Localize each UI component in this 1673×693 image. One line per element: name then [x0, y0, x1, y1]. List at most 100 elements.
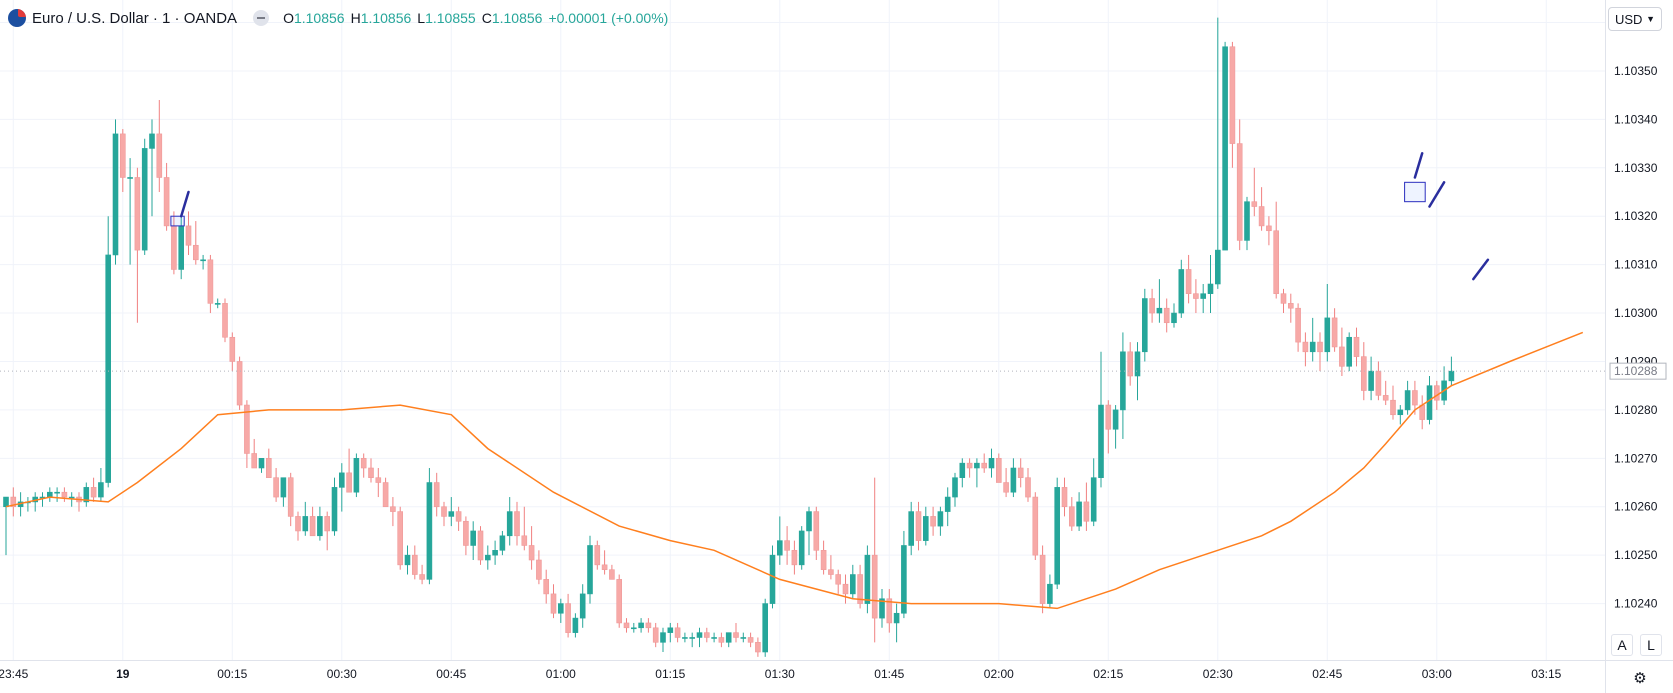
candle-body [981, 462, 988, 469]
candle-body [514, 511, 520, 537]
candle-body [1156, 307, 1163, 314]
flag-icon [8, 9, 26, 27]
candle-body [995, 458, 1002, 483]
candle-body [842, 583, 849, 595]
settings-icon[interactable]: ⚙ [1633, 670, 1647, 687]
x-tick-label: 02:00 [984, 667, 1014, 681]
candle-body [1134, 351, 1141, 377]
candle-body [1105, 404, 1112, 430]
candle-body [105, 254, 111, 483]
candle-body [1448, 370, 1455, 382]
candle-body [988, 458, 995, 469]
candle-body [1229, 46, 1236, 144]
auto-scale-button[interactable]: A [1611, 634, 1633, 656]
candle-body [1047, 583, 1053, 604]
candle-body [251, 453, 257, 469]
candle-body [411, 554, 418, 575]
symbol-title[interactable]: Euro / U.S. Dollar · 1 · OANDA [32, 9, 238, 27]
y-tick-label: 1.10250 [1614, 548, 1658, 562]
candle-body [463, 520, 469, 546]
candle-body [433, 482, 440, 508]
high-label: H [350, 10, 361, 26]
low-value: 1.10855 [425, 10, 476, 26]
candle-body [930, 516, 936, 527]
candle-body [156, 133, 163, 178]
candle-body [1120, 351, 1126, 411]
candle-body [127, 177, 133, 179]
candle-body [638, 622, 644, 629]
candle-body [1127, 351, 1133, 377]
candle-body [718, 637, 725, 643]
candle-body [390, 506, 396, 512]
candle-body [733, 632, 739, 638]
candle-body [309, 516, 316, 537]
candle-body [120, 133, 126, 178]
x-tick-label: 01:15 [655, 667, 685, 681]
currency-select[interactable]: USD ▼ [1608, 7, 1662, 31]
candle-body [455, 511, 462, 522]
candle-body [1404, 390, 1411, 411]
candle-body [879, 598, 885, 619]
candle-body [828, 569, 834, 575]
candle-body [1346, 336, 1352, 367]
candle-body [1171, 312, 1177, 324]
candle-body [287, 477, 294, 517]
candle-body [375, 477, 382, 483]
candle-body [214, 303, 221, 305]
candle-body [1222, 46, 1228, 251]
candle-body [171, 225, 177, 270]
y-tick-label: 1.10240 [1614, 597, 1658, 611]
candle-body [1003, 482, 1009, 493]
candle-body [324, 516, 331, 532]
chevron-down-icon: ▼ [1646, 14, 1655, 24]
candle-body [667, 627, 674, 633]
candle-body [674, 627, 681, 638]
candle-body [871, 554, 878, 619]
candle-body [141, 148, 148, 251]
x-tick-label: 02:30 [1203, 667, 1233, 681]
y-tick-label: 1.10280 [1614, 403, 1658, 417]
low-label: L [417, 10, 426, 26]
x-tick-label: 01:00 [546, 667, 576, 681]
candle-body [477, 530, 484, 561]
candle-body [769, 554, 776, 604]
candle-body [1076, 501, 1082, 527]
candle-body [178, 225, 184, 270]
last-price-badge [1609, 362, 1667, 380]
last-price-label: 1.10288 [1614, 364, 1658, 378]
candle-body [1273, 230, 1279, 294]
candle-body [83, 487, 90, 503]
candle-body [1390, 399, 1396, 416]
candle-body [528, 545, 535, 561]
candle-body [236, 361, 243, 406]
y-tick-label: 1.10320 [1614, 209, 1658, 223]
candle-body [1061, 487, 1068, 508]
log-scale-button[interactable]: L [1640, 634, 1662, 656]
candle-body [419, 574, 425, 580]
annotation-rect [1404, 181, 1426, 203]
y-tick-label: 1.10260 [1614, 500, 1658, 514]
candle-body [382, 482, 389, 508]
y-tick-label: 1.10330 [1614, 161, 1658, 175]
candle-body [1069, 506, 1075, 527]
candle-body [601, 564, 608, 570]
moving-average-line [5, 331, 1584, 610]
open-label: O [283, 10, 294, 26]
candle-body [1083, 501, 1090, 522]
candle-body [1258, 206, 1265, 227]
close-label: C [481, 10, 492, 26]
x-tick-label: 03:00 [1422, 667, 1452, 681]
candle-body [755, 642, 761, 653]
candle-body [1288, 303, 1294, 309]
candle-body [594, 545, 601, 566]
candle-body [791, 550, 798, 566]
candle-body [944, 496, 951, 512]
collapse-icon[interactable] [253, 10, 270, 26]
candle-body [1025, 477, 1031, 498]
candle-body [1185, 269, 1192, 294]
candle-body [536, 559, 542, 580]
candle-body [368, 467, 374, 478]
candle-body [1039, 554, 1046, 604]
candle-body [1193, 293, 1199, 299]
